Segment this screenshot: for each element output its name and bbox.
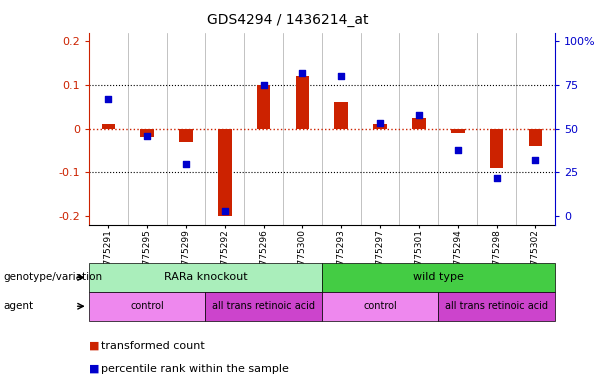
Point xyxy=(181,161,191,167)
Bar xyxy=(412,118,425,129)
Bar xyxy=(295,76,309,129)
Bar xyxy=(140,129,154,137)
Text: all trans retinoic acid: all trans retinoic acid xyxy=(212,301,315,311)
Point xyxy=(492,174,501,180)
Bar xyxy=(218,129,232,216)
Text: wild type: wild type xyxy=(413,272,463,283)
Text: genotype/variation: genotype/variation xyxy=(3,272,102,283)
Bar xyxy=(89,292,205,321)
Text: control: control xyxy=(363,301,397,311)
Bar xyxy=(205,292,322,321)
Bar xyxy=(179,129,192,142)
Bar xyxy=(322,292,438,321)
Point xyxy=(453,147,463,153)
Bar xyxy=(335,103,348,129)
Point xyxy=(337,73,346,79)
Point xyxy=(142,132,152,139)
Bar xyxy=(89,263,322,292)
Text: transformed count: transformed count xyxy=(101,341,205,351)
Bar xyxy=(102,124,115,129)
Text: ■: ■ xyxy=(89,341,99,351)
Bar xyxy=(490,129,503,168)
Text: agent: agent xyxy=(3,301,33,311)
Bar xyxy=(257,85,270,129)
Text: ■: ■ xyxy=(89,364,99,374)
Bar xyxy=(373,124,387,129)
Point xyxy=(297,70,307,76)
Text: percentile rank within the sample: percentile rank within the sample xyxy=(101,364,289,374)
Text: RARa knockout: RARa knockout xyxy=(164,272,247,283)
Point xyxy=(375,120,385,126)
Text: all trans retinoic acid: all trans retinoic acid xyxy=(445,301,548,311)
Point xyxy=(530,157,540,163)
Text: GDS4294 / 1436214_at: GDS4294 / 1436214_at xyxy=(207,13,369,27)
Bar xyxy=(438,292,555,321)
Point xyxy=(104,96,113,102)
Bar xyxy=(528,129,542,146)
Point xyxy=(220,208,230,214)
Bar xyxy=(322,263,555,292)
Text: control: control xyxy=(130,301,164,311)
Point xyxy=(259,82,268,88)
Point xyxy=(414,112,424,118)
Bar xyxy=(451,129,465,133)
